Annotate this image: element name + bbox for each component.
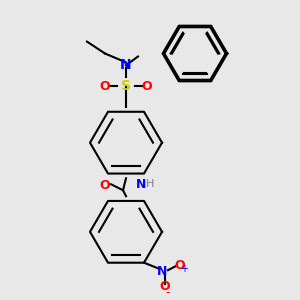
Text: +: + (181, 264, 188, 274)
Text: O: O (160, 280, 170, 293)
Text: N: N (157, 265, 167, 278)
Text: S: S (121, 79, 131, 93)
Text: O: O (100, 80, 110, 93)
Text: -: - (166, 286, 170, 299)
Text: O: O (175, 259, 185, 272)
Text: O: O (142, 80, 152, 93)
Text: O: O (100, 179, 110, 192)
Text: N: N (120, 58, 132, 72)
Text: H: H (146, 179, 154, 189)
Text: N: N (136, 178, 146, 191)
